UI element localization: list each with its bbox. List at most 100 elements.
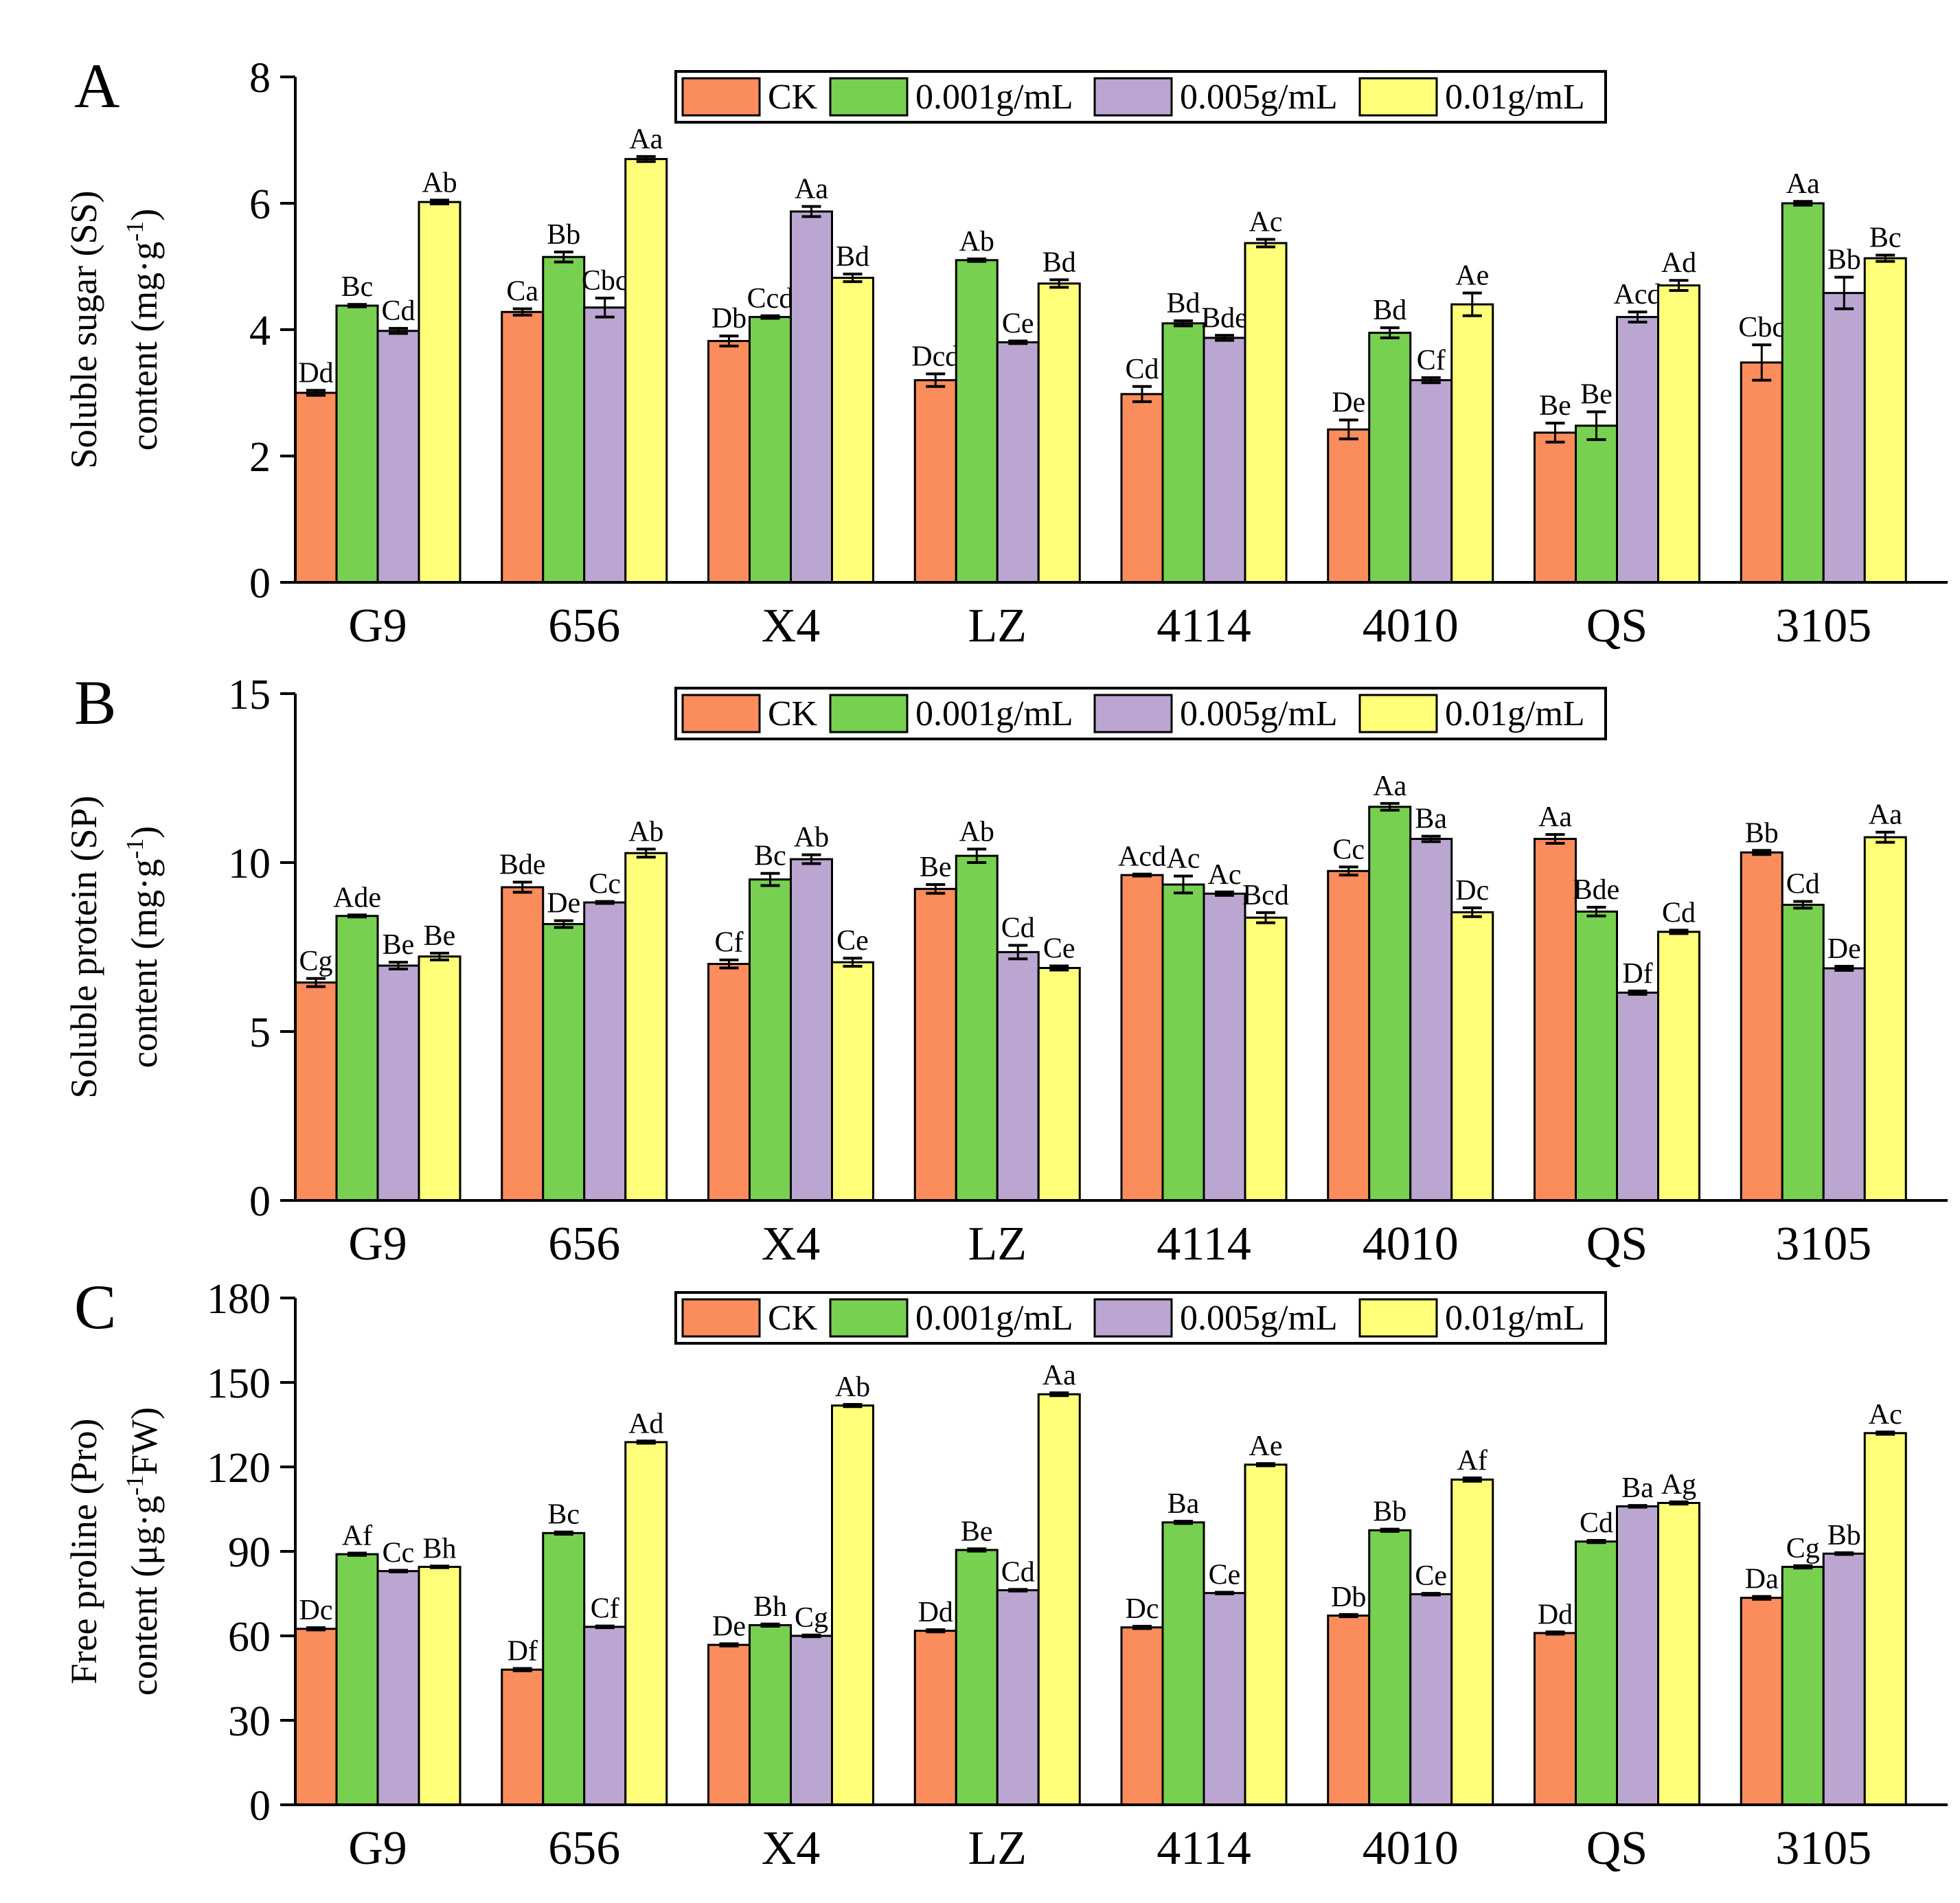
x-tick-label: 4010 xyxy=(1363,1822,1459,1875)
significance-label: Dc xyxy=(299,1595,333,1626)
significance-label: Cbc xyxy=(1738,312,1785,343)
significance-label: Cd xyxy=(1125,354,1159,385)
significance-label: Bd xyxy=(836,241,869,273)
bar-QS-0.005g/mL xyxy=(1616,991,1659,1202)
significance-label: Aa xyxy=(1538,801,1572,833)
significance-label: Cd xyxy=(1001,1556,1035,1588)
significance-label: Cf xyxy=(1417,345,1446,376)
bar-LZ-0.01g/mL xyxy=(1037,282,1081,584)
bar-G9-CK xyxy=(294,391,338,584)
significance-label: Ba xyxy=(1621,1472,1654,1504)
legend-label: 0.001g/mL xyxy=(915,694,1073,733)
bar-G9-0.001g/mL xyxy=(335,304,379,584)
bar-X4-0.01g/mL xyxy=(831,277,874,584)
significance-label: Be xyxy=(961,1516,993,1547)
significance-label: Cbc xyxy=(582,265,628,297)
legend-label: 0.001g/mL xyxy=(915,1299,1073,1338)
x-tick-label: 656 xyxy=(548,1822,620,1875)
significance-label: Bb xyxy=(1745,817,1779,849)
bar-LZ-0.01g/mL xyxy=(1037,967,1081,1202)
significance-label: Cg xyxy=(1786,1533,1820,1564)
significance-label: Ccd xyxy=(747,283,794,315)
bar-X4-CK xyxy=(707,340,751,584)
bar-G9-0.01g/mL xyxy=(418,1566,461,1806)
significance-label: Ag xyxy=(1661,1469,1696,1501)
bar-3105-0.01g/mL xyxy=(1863,1432,1907,1806)
bar-LZ-0.001g/mL xyxy=(955,1549,999,1806)
significance-label: Aa xyxy=(1786,168,1820,200)
significance-label: Bh xyxy=(753,1591,787,1623)
significance-label: Dd xyxy=(1538,1599,1573,1630)
legend-swatch-0.001g/mL xyxy=(829,77,909,117)
significance-label: Aa xyxy=(795,174,828,205)
legend-swatch-0.005g/mL xyxy=(1093,694,1173,733)
bar-G9-0.005g/mL xyxy=(376,330,420,584)
legend-label: 0.005g/mL xyxy=(1180,694,1338,733)
significance-label: Be xyxy=(1539,390,1571,422)
bar-4010-0.005g/mL xyxy=(1409,838,1453,1202)
significance-label: De xyxy=(547,888,580,920)
bar-4010-0.001g/mL xyxy=(1368,332,1412,584)
significance-label: Da xyxy=(1745,1564,1779,1595)
bar-4114-0.001g/mL xyxy=(1161,322,1205,584)
panel-label: A xyxy=(74,51,119,121)
bar-4114-0.001g/mL xyxy=(1161,883,1205,1202)
bar-LZ-0.001g/mL xyxy=(955,854,999,1202)
significance-label: Be xyxy=(383,929,415,961)
legend-label: 0.01g/mL xyxy=(1445,1299,1585,1338)
y-tick-label: 2 xyxy=(249,434,271,481)
bar-4010-CK xyxy=(1327,869,1371,1202)
significance-label: Bde xyxy=(1573,874,1620,906)
bar-X4-0.001g/mL xyxy=(749,1623,792,1806)
bar-3105-0.001g/mL xyxy=(1781,202,1825,584)
significance-label: De xyxy=(712,1610,746,1642)
legend-swatch-0.001g/mL xyxy=(829,694,909,733)
legend-swatch-0.01g/mL xyxy=(1358,77,1438,117)
bar-4114-CK xyxy=(1120,874,1164,1202)
significance-label: Ae xyxy=(1249,1431,1283,1462)
bar-656-0.001g/mL xyxy=(542,1531,586,1806)
y-axis-title-line2: content (mg·g-1) xyxy=(121,826,165,1068)
bar-G9-0.001g/mL xyxy=(335,915,379,1202)
significance-label: Cc xyxy=(383,1537,415,1569)
bar-4010-0.01g/mL xyxy=(1450,911,1494,1202)
significance-label: Ab xyxy=(422,167,457,198)
significance-label: Cd xyxy=(1662,897,1696,928)
x-tick-label: X4 xyxy=(762,600,821,652)
bar-G9-0.005g/mL xyxy=(376,964,420,1202)
x-tick-label: 4010 xyxy=(1363,1218,1459,1270)
bar-4010-CK xyxy=(1327,428,1371,584)
significance-label: Db xyxy=(711,303,747,334)
significance-label: Cd xyxy=(1786,869,1820,900)
bar-X4-0.001g/mL xyxy=(749,878,792,1202)
bar-X4-CK xyxy=(707,963,751,1202)
significance-label: Dd xyxy=(918,1597,953,1628)
bar-X4-0.001g/mL xyxy=(749,316,792,584)
bar-656-CK xyxy=(501,886,545,1202)
y-tick-label: 150 xyxy=(207,1360,271,1407)
bar-QS-0.01g/mL xyxy=(1657,284,1700,584)
significance-label: Bde xyxy=(1201,302,1248,334)
bar-4114-CK xyxy=(1120,1626,1164,1806)
significance-label: Cg xyxy=(795,1602,828,1634)
bar-3105-0.005g/mL xyxy=(1822,1552,1866,1806)
x-tick-label: QS xyxy=(1586,600,1648,652)
bar-656-0.001g/mL xyxy=(542,255,586,584)
bar-3105-CK xyxy=(1740,1597,1784,1806)
y-tick-label: 0 xyxy=(249,1178,271,1225)
bar-QS-0.01g/mL xyxy=(1657,1501,1700,1806)
bar-4010-CK xyxy=(1327,1614,1371,1806)
y-tick-label: 15 xyxy=(228,672,271,718)
bar-4114-0.005g/mL xyxy=(1203,892,1246,1202)
legend-swatch-0.01g/mL xyxy=(1358,694,1438,733)
bar-3105-0.001g/mL xyxy=(1781,1566,1825,1806)
legend-swatch-CK xyxy=(681,77,761,117)
bar-QS-0.001g/mL xyxy=(1575,1540,1618,1806)
y-tick-label: 60 xyxy=(228,1614,271,1661)
x-tick-label: LZ xyxy=(968,1218,1027,1270)
legend-swatch-0.01g/mL xyxy=(1358,1298,1438,1338)
x-tick-label: G9 xyxy=(348,600,407,652)
significance-label: Cc xyxy=(589,869,621,900)
x-tick-label: QS xyxy=(1586,1822,1648,1875)
x-tick-label: G9 xyxy=(348,1218,407,1270)
